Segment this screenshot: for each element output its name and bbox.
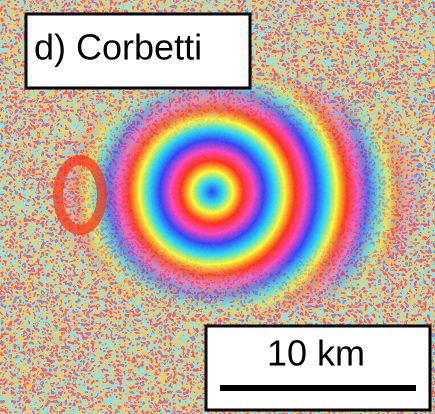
panel-label: d) Corbetti	[34, 27, 202, 68]
scale-label: 10 km	[267, 333, 365, 374]
interferogram-figure: d) Corbetti 10 km	[0, 0, 435, 414]
page: d) Corbetti 10 km (() => { const data = …	[0, 0, 435, 414]
